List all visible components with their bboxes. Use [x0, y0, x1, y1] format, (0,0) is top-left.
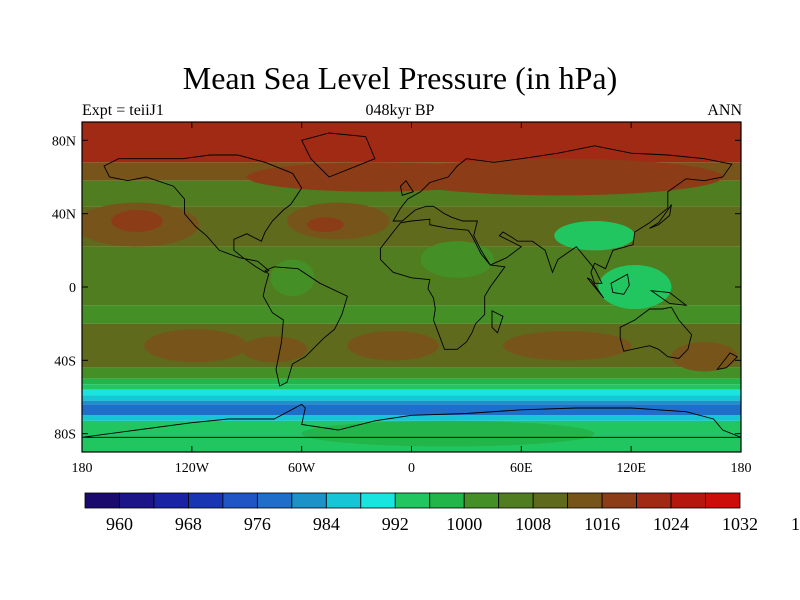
colorbar-swatch [188, 492, 224, 509]
colorbar-label: 1016 [584, 514, 620, 534]
colorbar-swatch [636, 492, 672, 509]
colorbar-swatch [222, 492, 258, 509]
coastlines [82, 132, 741, 438]
lon-tick-label: 180 [72, 461, 93, 476]
coastline [103, 154, 303, 273]
colorbar-swatch [84, 492, 120, 509]
lon-tick-label: 120E [616, 461, 646, 476]
pressure-band [82, 384, 741, 390]
pressure-contour-region [347, 331, 439, 361]
pressure-band [82, 395, 741, 401]
coastline [619, 306, 693, 359]
pressure-contour-region [144, 329, 247, 363]
colorbar-label: 976 [244, 514, 271, 534]
coastline [262, 266, 348, 387]
colorbar-label: 1032 [722, 514, 758, 534]
pressure-contour-region [82, 122, 741, 150]
colorbar-swatch [325, 492, 362, 509]
colorbar: 960 968 976 984 992 1000 1008 1016 1024 1032 1040 [84, 492, 800, 534]
pressure-contour-region [111, 210, 163, 232]
colorbar-swatch [291, 492, 327, 509]
coastline [716, 352, 739, 371]
pressure-contour-region [270, 259, 315, 297]
lat-tick-label: 80S [54, 428, 76, 443]
coastline [491, 310, 504, 334]
colorbar-swatch [394, 492, 431, 509]
pressure-band [82, 367, 741, 379]
colorbar-label: 984 [313, 514, 340, 534]
pressure-band [82, 389, 741, 396]
coastline [649, 290, 688, 306]
coastline [82, 403, 741, 438]
coastline [586, 277, 605, 299]
pressure-contour-region [301, 420, 595, 447]
colorbar-swatch [601, 492, 637, 509]
coastline [649, 204, 672, 229]
colorbar-swatch [532, 492, 569, 509]
colorbar-swatch [429, 492, 465, 509]
pressure-contour-region [554, 221, 635, 251]
colorbar-label: 1040 [791, 514, 800, 534]
experiment-label: Expt = teiiJ1 [82, 102, 164, 119]
pressure-contour-region [241, 336, 308, 363]
lat-tick-label: 80N [52, 134, 76, 149]
colorbar-label: 1000 [446, 514, 482, 534]
colorbar-swatch [670, 492, 706, 509]
coastline [400, 179, 415, 196]
lat-tick-label: 40S [54, 354, 76, 369]
lon-tick-label: 120W [175, 461, 210, 476]
colorbar-swatch [705, 492, 741, 509]
colorbar-swatch [463, 492, 500, 509]
colorbar-label: 968 [175, 514, 202, 534]
chart-title: Mean Sea Level Pressure (in hPa) [182, 60, 618, 96]
coastline [379, 218, 506, 350]
pressure-band [82, 400, 741, 405]
colorbar-label: 1008 [515, 514, 551, 534]
pressure-contour-region [598, 265, 672, 309]
colorbar-label: 992 [382, 514, 409, 534]
map-axes: 80N 40N 0 40S 80S 180 120W 60W 0 60E 120E 180 [52, 122, 752, 476]
colorbar-swatch [119, 492, 155, 509]
pressure-band [82, 305, 741, 324]
coastline [392, 145, 733, 284]
colorbar-label: 1024 [653, 514, 689, 534]
pressure-contour-region [393, 158, 723, 196]
colorbar-swatch [256, 492, 293, 509]
coastline [301, 132, 376, 178]
colorbar-swatch [567, 492, 603, 509]
season-label: ANN [707, 102, 742, 119]
colorbar-label: 960 [106, 514, 133, 534]
pressure-band [82, 404, 741, 416]
pressure-band [82, 378, 741, 385]
lon-tick-label: 60W [288, 461, 316, 476]
colorbar-swatch [153, 492, 189, 509]
pressure-field [82, 122, 741, 452]
coastline [610, 273, 630, 295]
lon-tick-label: 180 [731, 461, 752, 476]
lon-tick-label: 60E [510, 461, 533, 476]
colorbar-swatch [498, 492, 534, 509]
pressure-contour-region [503, 331, 632, 361]
pressure-contour-region [307, 217, 344, 233]
lat-tick-label: 40N [52, 208, 76, 223]
period-label: 048kyr BP [365, 102, 435, 119]
lat-tick-label: 0 [69, 281, 76, 296]
lon-tick-label: 0 [408, 461, 415, 476]
pressure-band [82, 415, 741, 421]
pressure-contour-region [420, 241, 494, 278]
colorbar-swatch [360, 492, 396, 509]
